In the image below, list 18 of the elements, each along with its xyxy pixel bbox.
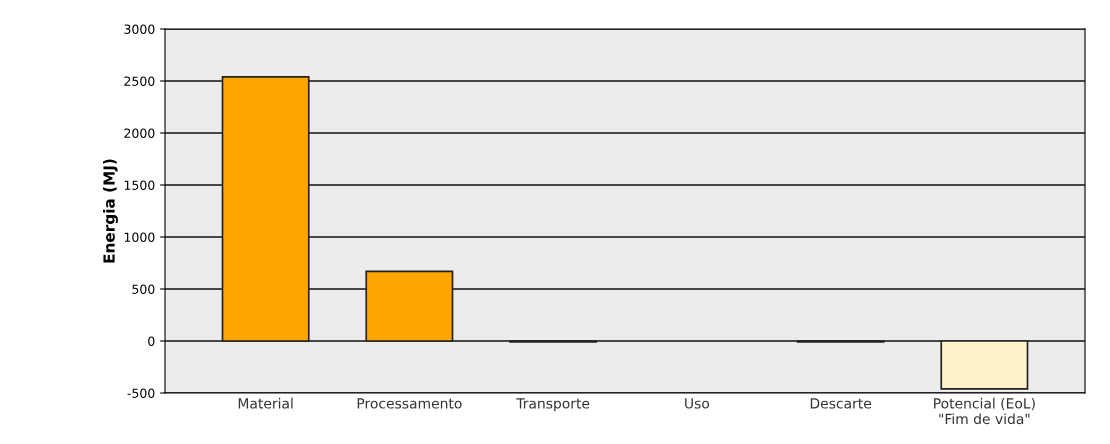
bar (365, 270, 454, 342)
y-tick-label: 1000 (124, 232, 155, 242)
y-tick-label: 0 (148, 336, 155, 346)
x-tick-label: Transporte (516, 398, 590, 412)
y-tick-label: 3000 (124, 24, 155, 34)
y-tick-label: 2000 (124, 128, 155, 138)
x-tick-label: Uso (685, 398, 710, 409)
y-tick-label: 1500 (124, 180, 155, 190)
y-tick-label: 500 (132, 284, 155, 294)
x-tick-label: Processamento (357, 398, 462, 409)
y-tick-label: 2500 (124, 76, 155, 86)
bar (940, 340, 1029, 390)
y-tick-label: -500 (127, 388, 155, 398)
x-tick-label: Descarte (810, 398, 872, 409)
x-tick-label: Material (238, 397, 293, 409)
x-tick-label: Potencial (EoL) "Fim de vida" (934, 397, 1035, 425)
bar (221, 76, 310, 342)
y-axis-title: Energia (MJ) (103, 159, 118, 263)
